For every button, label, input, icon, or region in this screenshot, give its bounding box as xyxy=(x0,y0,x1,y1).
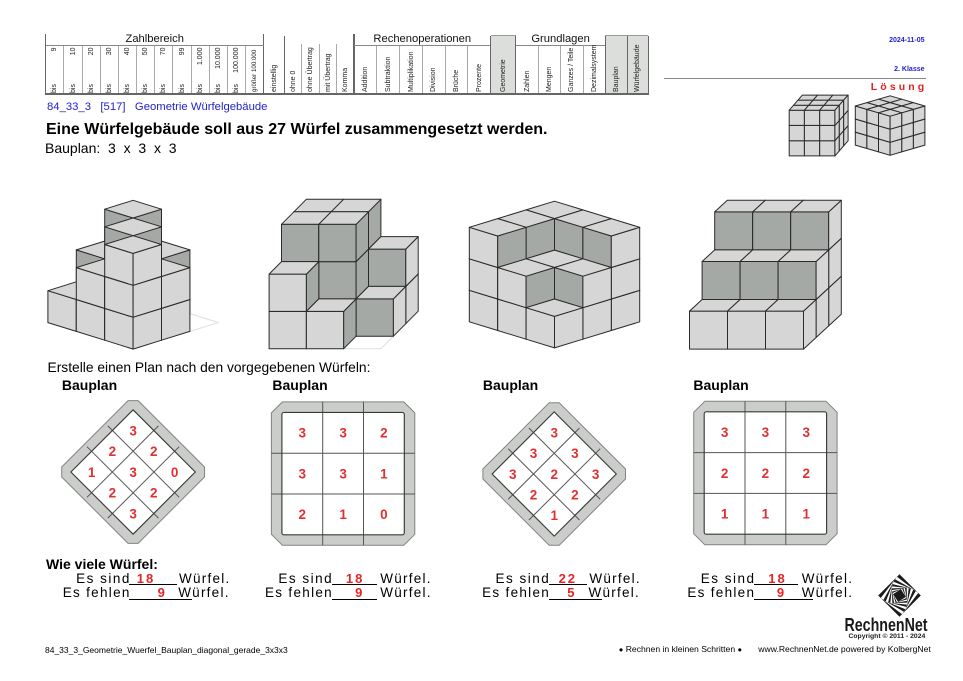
svg-text:3: 3 xyxy=(299,466,307,481)
svg-text:3: 3 xyxy=(802,425,810,440)
svg-text:3: 3 xyxy=(530,446,538,461)
svg-text:2: 2 xyxy=(802,466,810,481)
svg-text:3: 3 xyxy=(129,465,137,480)
svg-text:3: 3 xyxy=(339,426,347,441)
svg-text:1: 1 xyxy=(88,465,96,480)
svg-text:2: 2 xyxy=(550,467,558,482)
svg-text:2: 2 xyxy=(150,444,158,459)
svg-text:2: 2 xyxy=(109,444,117,459)
svg-text:3: 3 xyxy=(550,425,558,440)
svg-text:1: 1 xyxy=(721,507,729,522)
svg-text:3: 3 xyxy=(299,426,307,441)
svg-text:1: 1 xyxy=(762,507,770,522)
svg-text:2: 2 xyxy=(721,466,729,481)
svg-text:2: 2 xyxy=(150,486,158,501)
svg-text:3: 3 xyxy=(762,425,770,440)
svg-text:2: 2 xyxy=(380,426,388,441)
svg-text:1: 1 xyxy=(339,507,347,522)
svg-text:3: 3 xyxy=(509,467,517,482)
svg-text:3: 3 xyxy=(571,446,579,461)
svg-text:2: 2 xyxy=(762,466,770,481)
svg-text:3: 3 xyxy=(339,466,347,481)
svg-text:2: 2 xyxy=(109,486,117,501)
svg-text:2: 2 xyxy=(299,507,307,522)
svg-text:1: 1 xyxy=(802,507,810,522)
svg-text:2: 2 xyxy=(571,488,579,503)
svg-text:1: 1 xyxy=(380,466,388,481)
svg-text:0: 0 xyxy=(380,507,388,522)
svg-text:2: 2 xyxy=(530,488,538,503)
svg-text:3: 3 xyxy=(129,423,137,438)
svg-text:0: 0 xyxy=(171,465,179,480)
svg-text:3: 3 xyxy=(592,467,600,482)
svg-text:1: 1 xyxy=(550,508,558,523)
svg-text:3: 3 xyxy=(721,425,729,440)
svg-text:3: 3 xyxy=(129,506,137,521)
